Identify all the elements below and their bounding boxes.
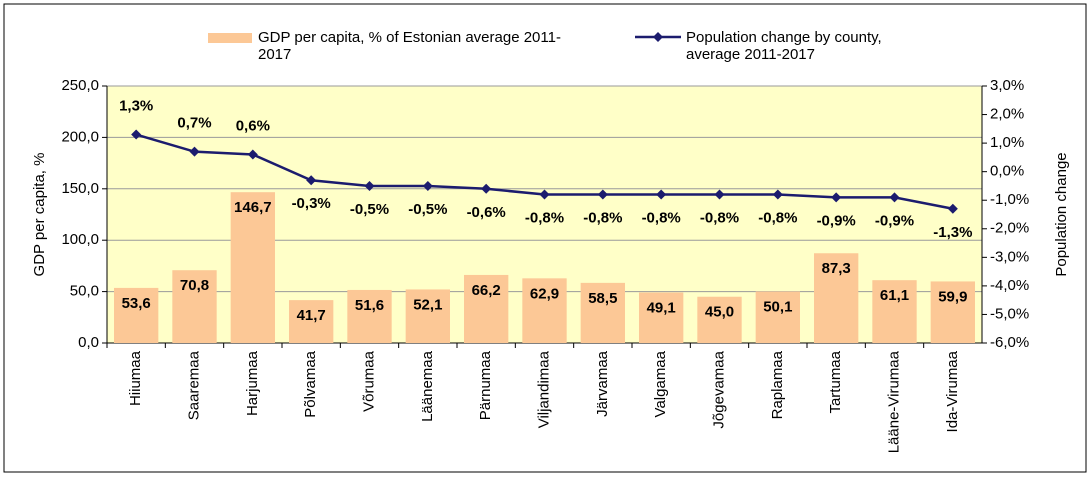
line-marker: [597, 189, 608, 200]
line-marker: [364, 180, 375, 191]
bar-value-label: 49,1: [647, 299, 676, 316]
x-tick-label: Jõgevamaa: [710, 350, 727, 428]
bar: [522, 278, 567, 343]
y2-tick-label: -6,0%: [990, 334, 1029, 351]
x-tick-label: Harjumaa: [244, 350, 261, 416]
line-value-label: 0,7%: [177, 115, 211, 132]
y2-axis-title: Population change: [1053, 152, 1070, 276]
bar-value-label: 66,2: [472, 282, 501, 299]
legend-label: GDP per capita, % of Estonian average 20…: [258, 29, 561, 63]
y2-tick-label: -1,0%: [990, 191, 1029, 208]
line-value-label: -0,8%: [642, 209, 681, 226]
bar-value-label: 61,1: [880, 287, 909, 304]
bar-value-label: 70,8: [180, 277, 209, 294]
y-axis-title: GDP per capita, %: [31, 153, 48, 277]
bar-value-label: 59,9: [938, 288, 967, 305]
bar-value-label: 52,1: [413, 296, 442, 313]
y2-tick-label: -2,0%: [990, 220, 1029, 237]
line-marker: [422, 180, 433, 191]
line-value-label: 1,3%: [119, 98, 153, 115]
y2-tick-label: -5,0%: [990, 305, 1029, 322]
bar: [230, 192, 275, 343]
bar-value-label: 53,6: [122, 295, 151, 312]
x-tick-label: Viljandimaa: [535, 350, 552, 428]
line-value-label: 0,6%: [236, 118, 270, 135]
line-marker: [539, 189, 550, 200]
line-value-label: -0,9%: [817, 212, 856, 229]
x-tick-label: Põlvamaa: [302, 350, 319, 417]
line-value-label: -1,3%: [933, 224, 972, 241]
line-marker: [889, 192, 900, 203]
y-tick-label: 0,0: [78, 334, 99, 351]
x-tick-label: Tartumaa: [827, 350, 844, 413]
line-value-label: -0,6%: [467, 204, 506, 221]
y2-tick-label: 0,0%: [990, 163, 1024, 180]
line-value-label: -0,8%: [583, 209, 622, 226]
bar: [580, 282, 625, 343]
x-tick-label: Lääne-Virumaa: [885, 350, 902, 453]
line-marker: [947, 203, 958, 214]
x-tick-label: Hiiumaa: [127, 350, 144, 406]
bar-value-label: 87,3: [822, 260, 851, 277]
y2-tick-label: -4,0%: [990, 277, 1029, 294]
bar-value-label: 45,0: [705, 304, 734, 321]
line-marker: [481, 183, 492, 194]
line-marker: [306, 175, 317, 186]
bar: [697, 296, 742, 343]
y2-tick-label: 3,0%: [990, 77, 1024, 94]
legend-label: Population change by county, average 201…: [686, 29, 882, 63]
line-value-label: -0,8%: [700, 209, 739, 226]
legend-swatch: [208, 33, 252, 43]
line-marker: [189, 146, 200, 157]
bar: [872, 280, 917, 343]
x-tick-label: Saaremaa: [185, 350, 202, 420]
bar: [464, 274, 509, 343]
line-marker: [131, 129, 142, 140]
line-value-label: -0,3%: [292, 195, 331, 212]
bar-value-label: 62,9: [530, 285, 559, 302]
bar: [405, 289, 450, 343]
bar-value-label: 146,7: [234, 199, 272, 216]
bar: [930, 281, 975, 343]
y-tick-label: 50,0: [70, 283, 99, 300]
bar: [172, 270, 217, 343]
y-tick-label: 150,0: [61, 180, 99, 197]
bar: [814, 253, 859, 343]
line-value-label: -0,5%: [408, 201, 447, 218]
x-tick-label: Läänemaa: [419, 350, 436, 422]
bar: [289, 300, 334, 343]
legend-swatch: [653, 32, 663, 42]
bar: [639, 292, 684, 343]
line-value-label: -0,8%: [758, 209, 797, 226]
y-tick-label: 250,0: [61, 77, 99, 94]
x-tick-label: Võrumaa: [360, 350, 377, 412]
line-value-label: -0,8%: [525, 209, 564, 226]
line-marker: [656, 189, 667, 200]
bar-value-label: 41,7: [297, 307, 326, 324]
y2-tick-label: 1,0%: [990, 134, 1024, 151]
bar-value-label: 58,5: [588, 290, 617, 307]
x-tick-label: Valgamaa: [652, 350, 669, 417]
bar-value-label: 51,6: [355, 297, 384, 314]
y-tick-label: 100,0: [61, 231, 99, 248]
x-tick-label: Pärnumaa: [477, 350, 494, 420]
bar-value-label: 50,1: [763, 298, 792, 315]
bar: [347, 289, 392, 343]
line-marker: [772, 189, 783, 200]
line-marker: [714, 189, 725, 200]
x-tick-label: Järvamaa: [594, 350, 611, 417]
line-marker: [247, 149, 258, 160]
y2-tick-label: -3,0%: [990, 248, 1029, 265]
line-value-label: -0,5%: [350, 201, 389, 218]
bar: [755, 291, 800, 343]
x-tick-label: Ida-Virumaa: [944, 350, 961, 432]
x-tick-label: Raplamaa: [769, 350, 786, 419]
y2-tick-label: 2,0%: [990, 106, 1024, 123]
line-value-label: -0,9%: [875, 212, 914, 229]
bar: [114, 287, 159, 343]
y-tick-label: 200,0: [61, 128, 99, 145]
line-marker: [831, 192, 842, 203]
